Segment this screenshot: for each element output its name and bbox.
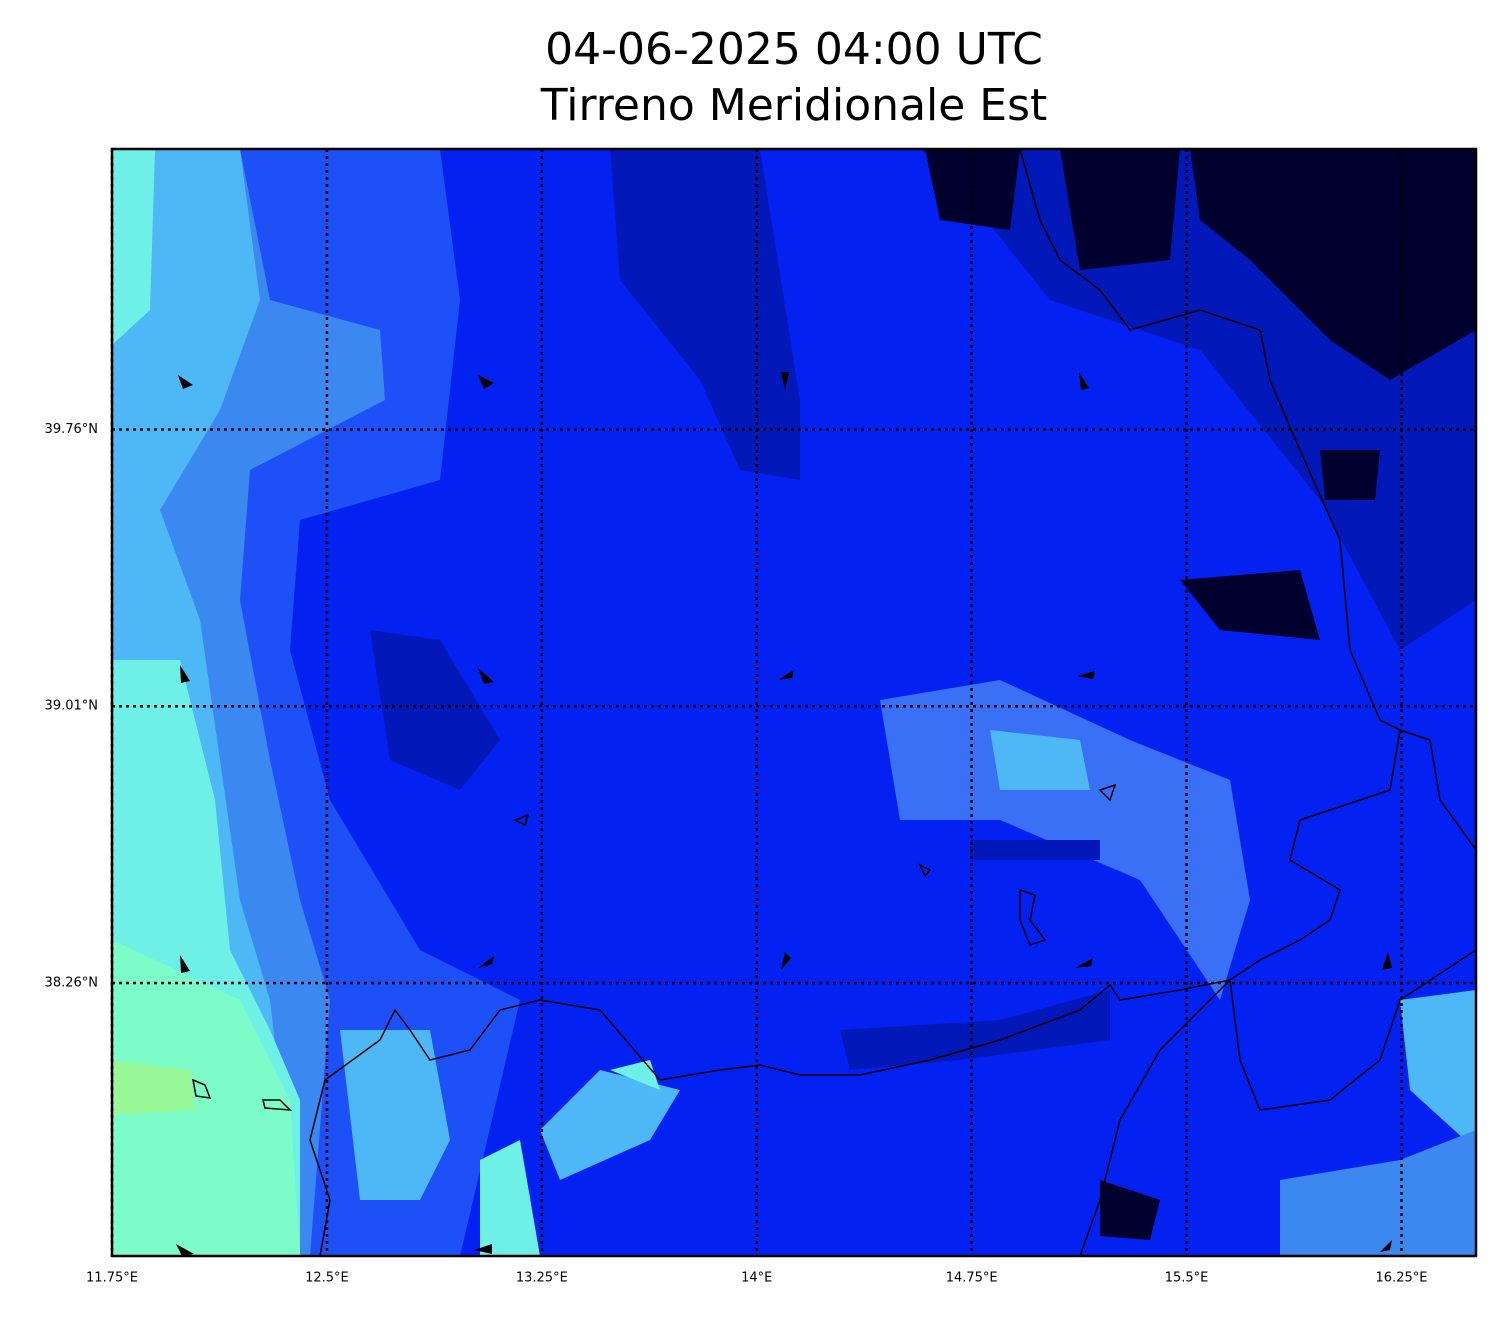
field [112, 149, 1476, 1256]
graticule [110, 149, 1476, 1256]
x-tick-label: 11.75°E [86, 1271, 138, 1286]
map-frame [110, 147, 1478, 1258]
map-subtitle: Tirreno Meridionale Est [540, 80, 1048, 131]
x-tick-label: 13.25°E [516, 1271, 568, 1286]
y-tick-label: 39.01°N [45, 699, 98, 714]
wind-arrows [176, 372, 1392, 1256]
y-tick-label: 38.26°N [45, 975, 98, 990]
y-tick-label: 39.76°N [45, 422, 98, 437]
x-tick-label: 14.75°E [946, 1271, 998, 1286]
x-tick-label: 16.25°E [1376, 1271, 1428, 1286]
coastline [192, 148, 1477, 1257]
x-tick-label: 12.5°E [305, 1271, 349, 1286]
map-title: 04-06-2025 04:00 UTC [545, 24, 1043, 75]
x-tick-label: 14°E [741, 1271, 772, 1286]
x-tick-label: 15.5°E [1165, 1271, 1209, 1286]
